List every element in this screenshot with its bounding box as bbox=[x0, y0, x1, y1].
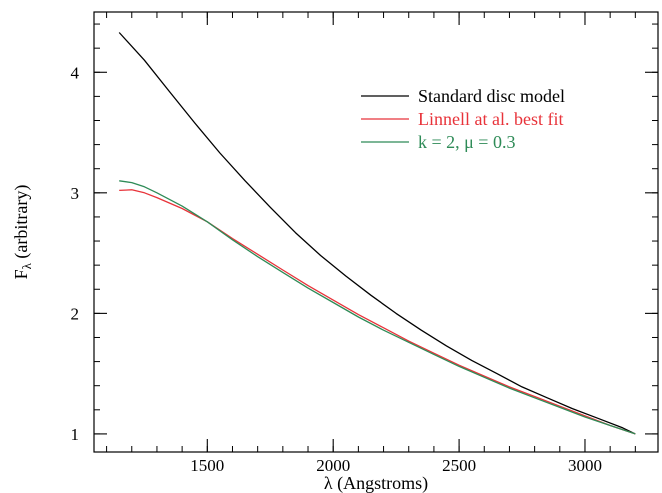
series-line-2 bbox=[119, 189, 636, 435]
legend-label: Linnell at al. best fit bbox=[418, 109, 563, 129]
ticks bbox=[94, 12, 658, 452]
series-line-1 bbox=[118, 32, 636, 435]
plot-frame-group bbox=[93, 11, 659, 453]
x-tick-label: 3000 bbox=[568, 456, 602, 475]
tick-labels: 1500 2000 2500 3000 1 2 3 4 bbox=[71, 63, 602, 475]
y-axis-label-sub: λ bbox=[19, 262, 34, 269]
series-line-3 bbox=[119, 180, 636, 435]
x-tick-label: 1500 bbox=[190, 456, 224, 475]
y-tick-label: 4 bbox=[71, 63, 80, 82]
y-tick-label: 2 bbox=[71, 304, 80, 323]
y-tick-label: 3 bbox=[71, 184, 80, 203]
legend-label: k = 2, μ = 0.3 bbox=[418, 132, 515, 152]
plot-frame bbox=[93, 11, 659, 453]
series-lines bbox=[118, 32, 636, 435]
y-axis-label-rest: (arbitrary) bbox=[11, 185, 32, 263]
x-tick-label: 2500 bbox=[442, 456, 476, 475]
x-tick-label: 2000 bbox=[316, 456, 350, 475]
y-axis-label-main: F bbox=[11, 269, 31, 279]
x-axis-label: λ (Angstroms) bbox=[324, 473, 428, 493]
y-tick-label: 1 bbox=[71, 425, 80, 444]
y-axis-label: Fλ (arbitrary) bbox=[11, 185, 34, 280]
legend-label: Standard disc model bbox=[418, 86, 565, 106]
legend: Standard disc model Linnell at al. best f… bbox=[361, 86, 565, 152]
